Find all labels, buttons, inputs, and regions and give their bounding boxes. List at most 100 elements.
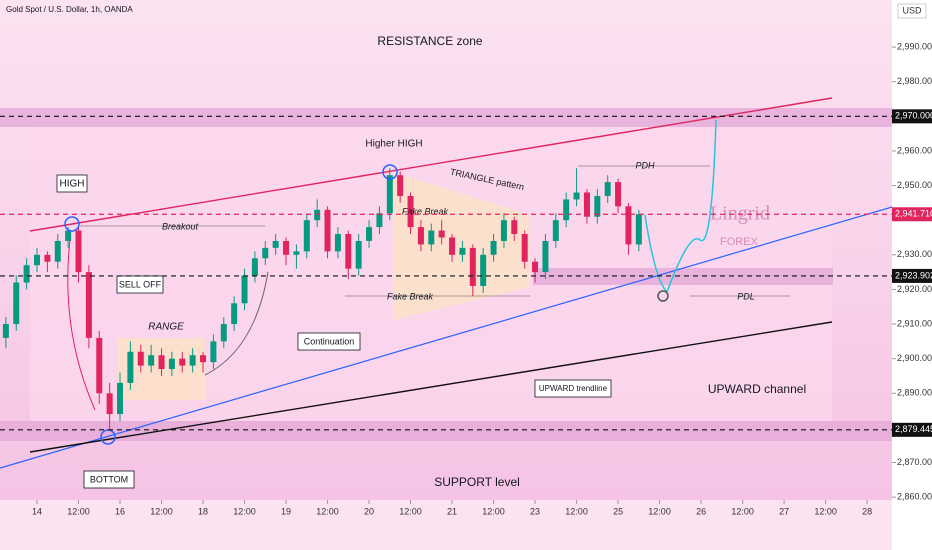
candle-body — [168, 358, 175, 370]
price-label: 2,970.000 — [895, 111, 932, 121]
watermark: FOREX — [720, 236, 759, 248]
y-tick-label: 2,860.000 — [897, 492, 932, 502]
search-icon — [657, 290, 669, 302]
x-tick-label: 12:00 — [399, 506, 422, 516]
y-tick-label: 2,950.000 — [897, 180, 932, 190]
annotation-box — [56, 174, 88, 193]
x-tick-label: 12:00 — [67, 506, 90, 516]
projection-path — [644, 119, 717, 294]
annotation: Higher HIGH — [365, 139, 422, 150]
candle-body — [449, 237, 456, 255]
currency: USD — [902, 5, 922, 15]
triangle — [393, 172, 530, 320]
x-tick-label: 12:00 — [316, 506, 339, 516]
candle-body — [438, 230, 445, 238]
annotation: Fake Break — [387, 291, 434, 301]
candle-body — [345, 234, 352, 269]
time-axis — [0, 500, 892, 550]
annotation: BOTTOM — [90, 474, 128, 484]
y-tick-label: 2,920.000 — [897, 284, 932, 294]
continuation-arrow — [204, 271, 269, 376]
candle-body — [552, 220, 559, 241]
resistance-band — [0, 108, 892, 127]
annotation: PDL — [737, 291, 755, 301]
candle-body — [397, 175, 404, 196]
candle-body — [44, 254, 51, 262]
candle-body — [13, 282, 20, 325]
x-tick-label: 28 — [862, 506, 872, 516]
annotation-box — [534, 379, 612, 398]
currency-box — [897, 3, 927, 19]
candle-body — [34, 254, 41, 266]
candle-body — [532, 261, 539, 273]
x-tick-label: 18 — [198, 506, 208, 516]
pdl-band — [533, 268, 833, 285]
annotation: HIGH — [60, 179, 85, 190]
candle-body — [511, 220, 518, 235]
candle-body — [324, 209, 331, 252]
candle-body — [75, 230, 82, 273]
candle-body — [189, 355, 196, 366]
candle-body — [563, 199, 570, 221]
candle-body — [251, 258, 258, 276]
y-tick-label: 2,900.000 — [897, 353, 932, 363]
candle-body — [2, 324, 9, 338]
candle-body — [210, 341, 217, 363]
annotation: SUPPORT level — [434, 475, 520, 489]
candle-body — [148, 355, 155, 366]
higher-high-marker — [382, 164, 398, 180]
candle-body — [54, 240, 61, 262]
price-label-box — [892, 109, 932, 124]
y-tick-label: 2,990.000 — [897, 41, 932, 51]
annotation-box — [83, 470, 135, 489]
x-tick-label: 26 — [696, 506, 706, 516]
candle-body — [23, 265, 30, 283]
price-label-box — [892, 268, 932, 283]
candle-body — [220, 324, 227, 342]
candle-body — [158, 355, 165, 370]
x-tick-label: 14 — [32, 506, 42, 516]
x-tick-label: 19 — [281, 506, 291, 516]
candle-body — [355, 240, 362, 269]
annotation: UPWARD channel — [708, 382, 806, 396]
y-tick-label: 2,960.000 — [897, 145, 932, 155]
x-tick-label: 16 — [115, 506, 125, 516]
candle-body — [137, 351, 144, 366]
candle-body — [480, 254, 487, 286]
candle-body — [303, 220, 310, 252]
annotation-box — [297, 332, 361, 351]
x-tick-label: 12:00 — [565, 506, 588, 516]
candle-body — [314, 209, 321, 221]
x-tick-label: 25 — [613, 506, 623, 516]
candle-body — [469, 247, 476, 286]
candle-body — [500, 220, 507, 241]
candle-body — [283, 240, 290, 255]
candle-body — [625, 206, 632, 245]
x-tick-label: 21 — [447, 506, 457, 516]
candle-body — [179, 358, 186, 366]
x-tick-label: 20 — [364, 506, 374, 516]
candle-body — [85, 272, 92, 338]
candle-body — [521, 234, 528, 262]
y-tick-label: 2,980.000 — [897, 76, 932, 86]
watermark: Lingrid — [710, 203, 770, 225]
candle-body — [293, 251, 300, 255]
x-tick-label: 12:00 — [648, 506, 671, 516]
candle-body — [262, 247, 269, 259]
annotation: UPWARD trendline — [539, 384, 608, 393]
candle-body — [272, 240, 279, 248]
candle-body — [417, 227, 424, 245]
x-tick-label: 12:00 — [233, 506, 256, 516]
candle-body — [594, 195, 601, 217]
chart-title: Gold Spot / U.S. Dollar, 1h, OANDA — [6, 5, 133, 14]
candle-body — [376, 213, 383, 228]
y-tick-label: 2,930.000 — [897, 249, 932, 259]
annotation: PDH — [635, 160, 655, 170]
candle-body — [334, 234, 341, 252]
high-marker — [64, 216, 80, 232]
candle-body — [428, 230, 435, 245]
annotation: Fake Break — [402, 206, 449, 216]
price-label-box — [892, 422, 932, 437]
support-band — [0, 421, 892, 441]
